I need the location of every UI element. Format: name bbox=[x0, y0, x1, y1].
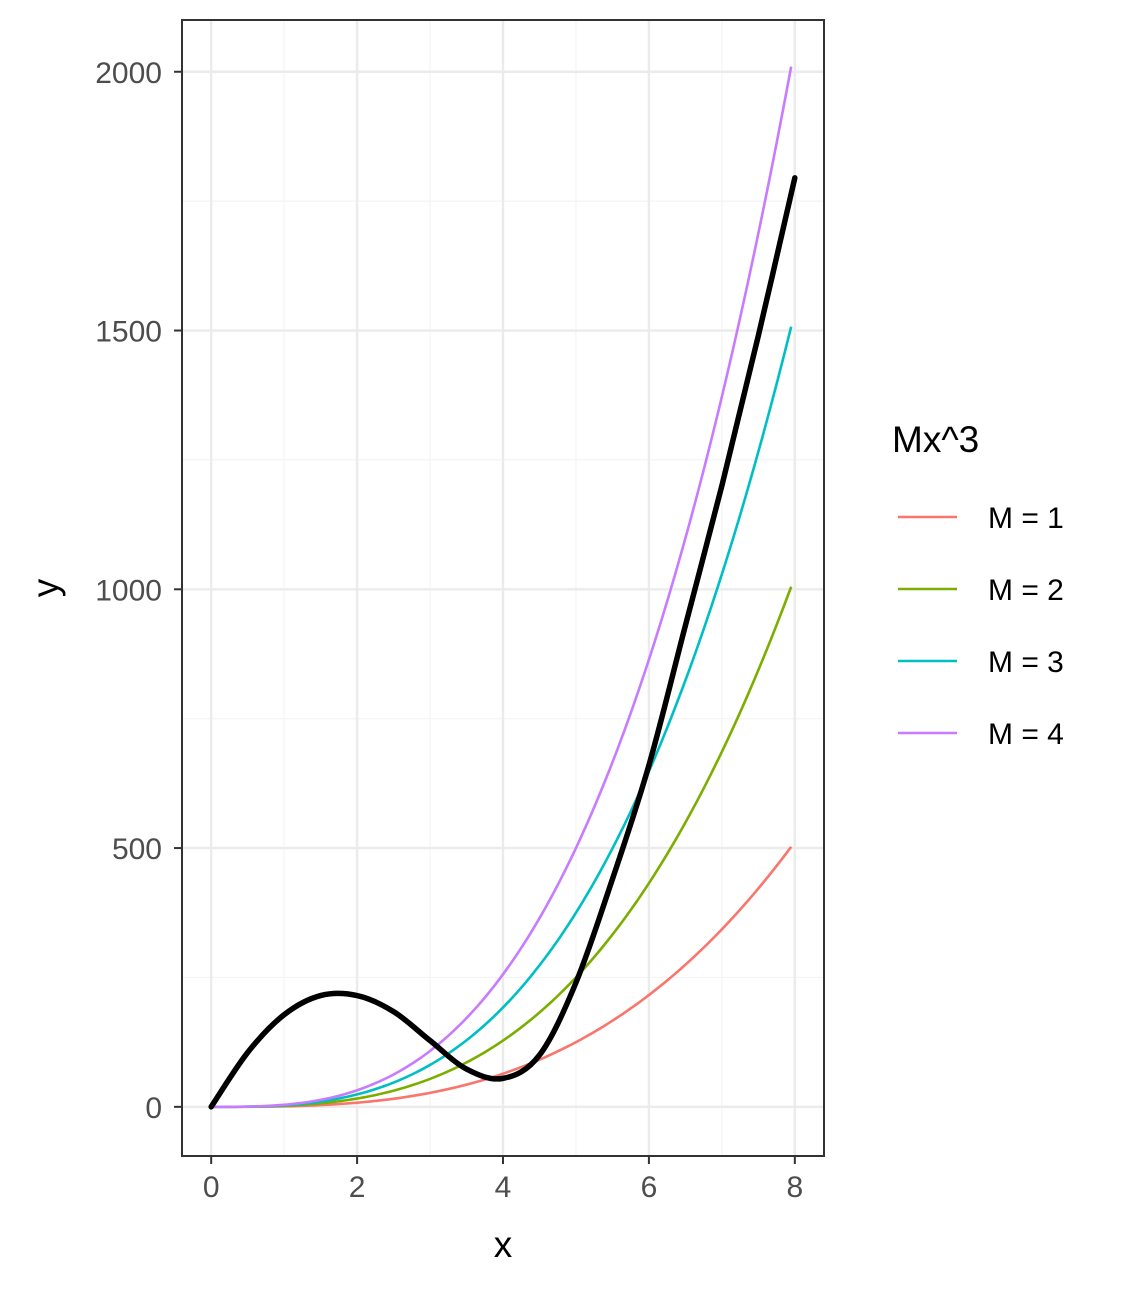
y-tick-label: 2000 bbox=[95, 57, 162, 90]
x-tick-label: 8 bbox=[786, 1171, 803, 1204]
x-tick-label: 6 bbox=[641, 1171, 658, 1204]
x-tick-label: 0 bbox=[203, 1171, 220, 1204]
legend-item: M = 4 bbox=[898, 718, 1064, 751]
y-tick-label: 500 bbox=[112, 833, 162, 866]
legend: Mx^3 M = 1 M = 2 M = 3 M = 4 bbox=[892, 419, 1064, 751]
series-line-m2 bbox=[211, 587, 791, 1107]
legend-label: M = 3 bbox=[988, 646, 1064, 679]
legend-item: M = 1 bbox=[898, 502, 1064, 535]
x-tick-label: 2 bbox=[349, 1171, 366, 1204]
legend-label: M = 4 bbox=[988, 718, 1064, 751]
major-gridlines bbox=[182, 20, 824, 1156]
x-tick-label: 4 bbox=[495, 1171, 512, 1204]
y-tick-label: 1500 bbox=[95, 316, 162, 349]
series-line-m4 bbox=[211, 67, 791, 1107]
y-tick-label: 1000 bbox=[95, 574, 162, 607]
y-axis-ticks: 0 500 1000 1500 2000 bbox=[95, 57, 182, 1125]
legend-label: M = 2 bbox=[988, 574, 1064, 607]
series-line-m3 bbox=[211, 327, 791, 1107]
legend-item: M = 2 bbox=[898, 574, 1064, 607]
legend-item: M = 3 bbox=[898, 646, 1064, 679]
x-axis-title: x bbox=[494, 1224, 513, 1265]
y-axis-title: y bbox=[25, 578, 66, 597]
legend-title: Mx^3 bbox=[892, 419, 979, 460]
x-axis-ticks: 0 2 4 6 8 bbox=[203, 1156, 803, 1204]
y-tick-label: 0 bbox=[145, 1092, 162, 1125]
legend-items: M = 1 M = 2 M = 3 M = 4 bbox=[898, 502, 1064, 751]
legend-label: M = 1 bbox=[988, 502, 1064, 535]
